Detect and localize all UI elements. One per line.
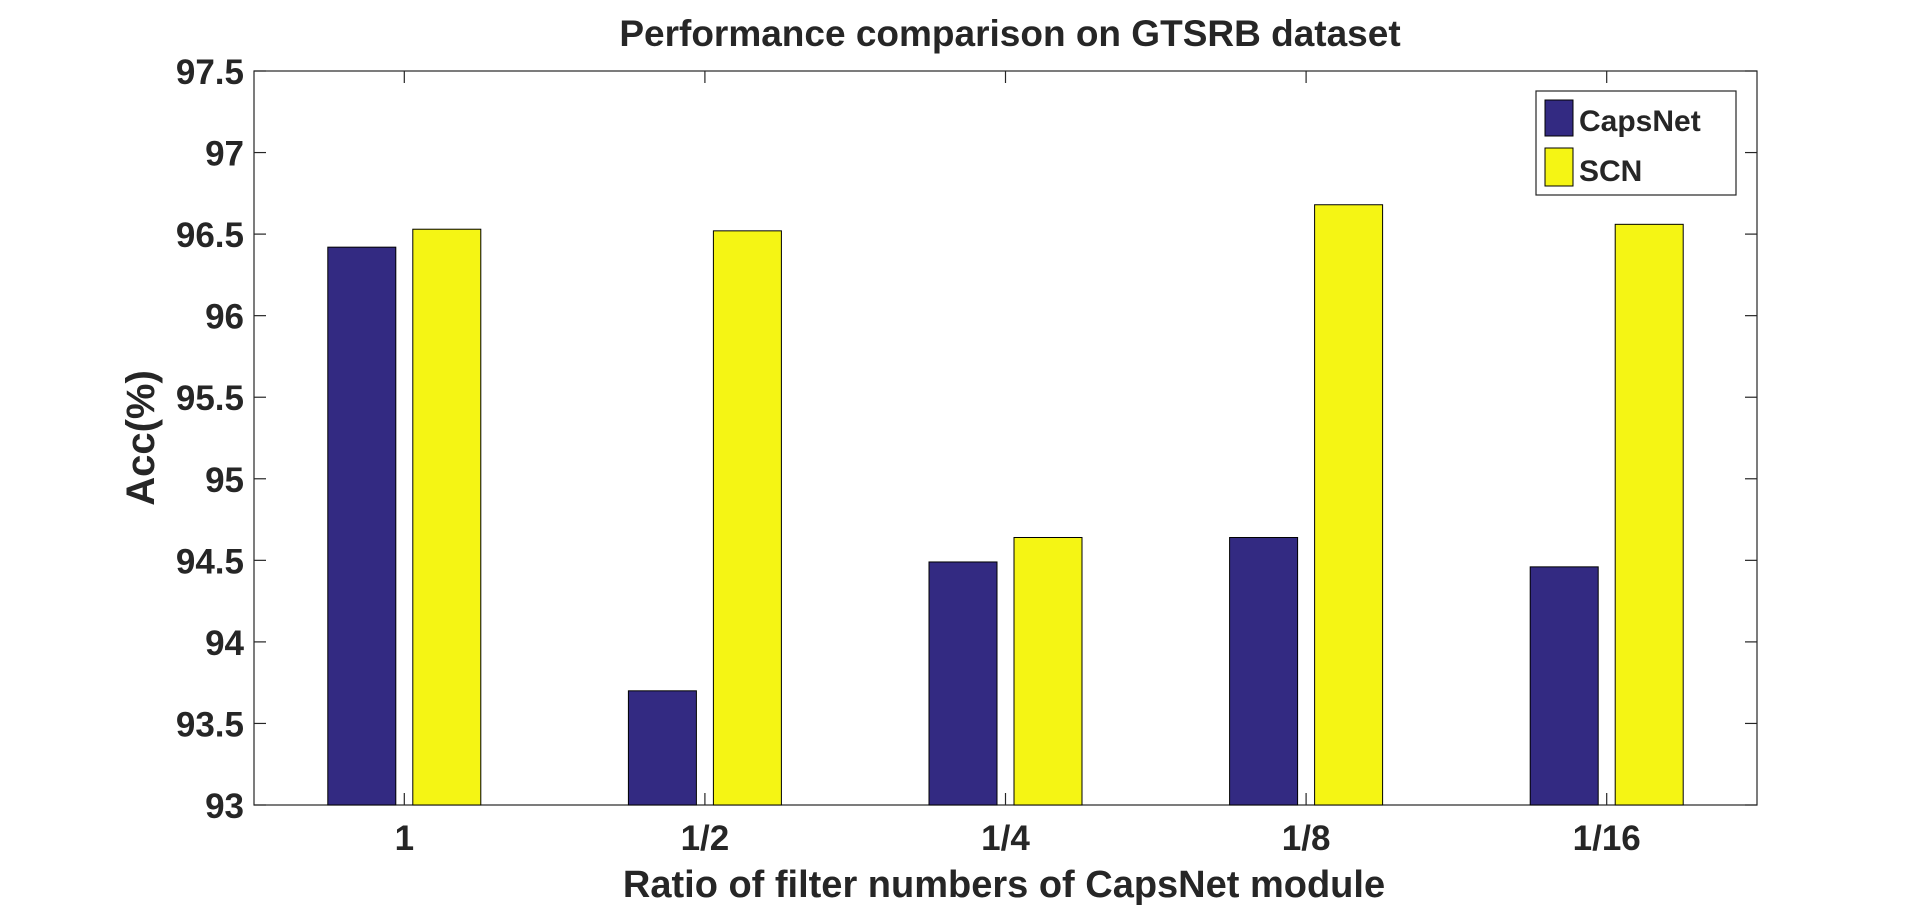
legend-label-capsnet: CapsNet: [1579, 105, 1701, 138]
bar-scn-1-8: [1314, 204, 1384, 806]
y-tick-label: 96.5: [176, 216, 244, 255]
bar-scn-1-4: [1013, 536, 1083, 806]
chart-title: Performance comparison on GTSRB dataset: [619, 13, 1400, 54]
plot-area: [253, 70, 1758, 806]
y-tick-label: 97: [205, 135, 244, 174]
legend-label-scn: SCN: [1579, 155, 1642, 188]
y-tick-label: 96: [205, 298, 244, 337]
bar-capsnet-1-16: [1529, 566, 1599, 806]
bar-capsnet-1-8: [1229, 536, 1299, 806]
y-tick-label: 97.5: [176, 53, 244, 92]
bar-scn-1: [412, 228, 482, 806]
y-tick-label: 95.5: [176, 379, 244, 418]
bar-capsnet-1-4: [928, 561, 998, 806]
bar-capsnet-1: [327, 246, 397, 806]
legend-swatch-scn: [1544, 147, 1574, 187]
ticks-layer: 93 93.5 94 94.5 95 95.5 96 96.5 97 97.5 1 1/2 1/4 1/8…: [176, 53, 1757, 858]
x-tick-label: 1/8: [1282, 819, 1331, 858]
x-tick-label: 1/16: [1573, 819, 1641, 858]
legend: CapsNet SCN: [1535, 90, 1737, 196]
bar-scn-1-16: [1614, 223, 1684, 806]
x-tick-label: 1/4: [981, 819, 1030, 858]
y-tick-label: 94.5: [176, 542, 244, 581]
y-tick-label: 93: [205, 787, 244, 826]
y-tick-label: 93.5: [176, 705, 244, 744]
bar-scn-1-2: [712, 230, 782, 806]
x-axis-label: Ratio of filter numbers of CapsNet modul…: [623, 864, 1385, 906]
y-axis-label: Acc(%): [119, 370, 163, 506]
y-tick-label: 95: [205, 461, 244, 500]
y-tick-label: 94: [205, 624, 244, 663]
x-tick-label: 1/2: [681, 819, 730, 858]
bar-capsnet-1-2: [627, 690, 697, 806]
bars-layer: [327, 204, 1684, 806]
legend-swatch-capsnet: [1544, 99, 1574, 137]
x-tick-label: 1: [395, 819, 414, 858]
